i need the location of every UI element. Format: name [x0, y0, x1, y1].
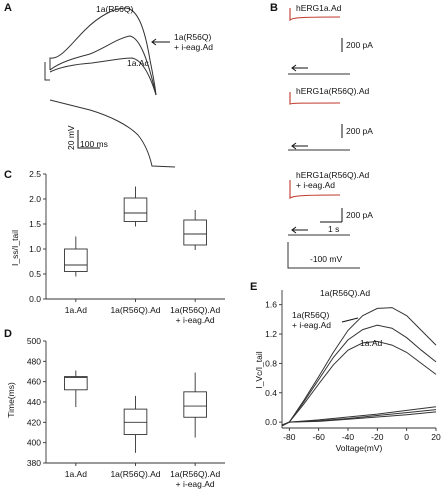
chart-e-xtick-label: -40 — [342, 432, 355, 442]
chart-c-xtick-label: 1a(R56Q).Ad — [110, 305, 160, 315]
panel-e-ylabel: I_Vc/I_tail — [254, 351, 264, 388]
chart-e-ytick-label: 1.6 — [265, 300, 277, 310]
panel-c: C I_ss/I_tail 0.0 0.5 1.0 1.5 2.0 2.5 1a.Ad 1a(… — [4, 169, 225, 325]
panel-b-trace-3-label: hERG1a(R56Q).Ad — [296, 170, 369, 180]
chart-e-xtick-label: 20 — [431, 432, 441, 442]
panel-b-voltage-label: -100 mV — [310, 254, 342, 264]
chart-e-ytick-label: 0.4 — [265, 388, 277, 398]
panel-a-letter: A — [4, 2, 12, 14]
chart-c-box — [183, 219, 207, 246]
chart-e-ytick-label: 0.0 — [265, 417, 277, 427]
chart-e-xtick-label: 0 — [404, 432, 409, 442]
chart-e-series-label: 1a.Ad — [360, 338, 382, 348]
panel-b-letter: B — [270, 2, 278, 14]
panel-a-step — [44, 62, 50, 81]
panel-b-arrow-3 — [291, 226, 308, 234]
panel-e-letter: E — [250, 281, 257, 293]
panel-c-ylabel: I_ss/I_tail — [10, 230, 20, 266]
panel-c-letter: C — [4, 169, 12, 181]
panel-c-chart: 0.0 0.5 1.0 1.5 2.0 2.5 1a.Ad 1a(R56Q).Ad 1a(R56… — [29, 169, 225, 325]
chart-c-xtick-label: 1a.Ad — [65, 305, 87, 315]
panel-d: D Time(ms) 380 400 420 440 460 480 500 1a.Ad 1a(… — [4, 328, 225, 489]
chart-c-box — [64, 248, 88, 272]
chart-c-ytick-label: 0.5 — [29, 269, 41, 279]
panel-d-ylabel: Time(ms) — [6, 382, 16, 418]
chart-e-series-label: 1a(R56Q) — [292, 310, 329, 320]
chart-e-xtick-label: -80 — [283, 432, 296, 442]
chart-e-series-line — [281, 307, 437, 427]
panel-a-label-r56q: 1a(R56Q) — [96, 4, 133, 14]
panel-b-trace-1-label: hERG1a.Ad — [296, 3, 342, 13]
panel-a: A 1a(R56Q) 1a(R56Q) + i-eag.Ad 1a.Ac 20 … — [4, 2, 213, 168]
panel-a-arrow — [151, 38, 170, 46]
chart-e-xtick-label: -20 — [371, 432, 384, 442]
panel-b-scale-2-text: 200 pA — [346, 126, 373, 136]
chart-e-ytick-label: 0.8 — [265, 358, 277, 368]
chart-d-box — [183, 391, 207, 418]
chart-e-xlabel: Voltage(mV) — [336, 443, 383, 453]
chart-e-series-line — [281, 409, 437, 426]
chart-c-ytick-label: 0.0 — [29, 294, 41, 304]
chart-e-series-label: + i-eag.Ad — [292, 320, 331, 330]
panel-a-scale-voltage: 20 mV — [66, 125, 76, 150]
chart-c-xtick-label: + i-eag.Ad — [176, 315, 215, 325]
chart-e-series-label: 1a(R56Q).Ad — [320, 288, 370, 298]
panel-a-label-1a: 1a.Ac — [127, 58, 149, 68]
chart-c-ytick-label: 2.5 — [29, 169, 41, 179]
panel-b-scale-1-text: 200 pA — [346, 40, 373, 50]
panel-b-arrow-2 — [291, 142, 308, 150]
panel-a-trace-r56q-ieag — [49, 35, 157, 96]
panel-d-chart: 380 400 420 440 460 480 500 1a.Ad 1a(R56Q).Ad 1a(… — [27, 336, 225, 489]
chart-e-label-pointer — [341, 317, 359, 323]
panel-b-trace-3 — [289, 180, 341, 200]
chart-d-box — [64, 376, 88, 391]
panel-b-time-scale: 1 s — [328, 224, 339, 234]
panel-d-letter: D — [4, 328, 12, 340]
chart-e-ytick-label: 1.2 — [265, 329, 277, 339]
chart-d-ytick-label: 440 — [27, 397, 41, 407]
chart-c-box — [123, 197, 148, 222]
chart-d-ytick-label: 400 — [27, 438, 41, 448]
panel-b-trace-2-label: hERG1a(R56Q).Ad — [296, 86, 369, 96]
chart-e-xtick-label: -60 — [313, 432, 326, 442]
panel-a-scale-time: 100 ms — [80, 139, 108, 149]
chart-c-ytick-label: 1.5 — [29, 219, 41, 229]
chart-d-ytick-label: 420 — [27, 417, 41, 427]
panel-b: B hERG1a.Ad 200 pA hERG1a(R56Q).Ad 200 p… — [270, 2, 373, 269]
chart-d-xtick-label: + i-eag.Ad — [176, 479, 215, 489]
panel-b-trace-3-label2: + i-eag.Ad — [296, 180, 335, 190]
chart-c-ytick-label: 2.0 — [29, 194, 41, 204]
chart-c-ytick-label: 1.0 — [29, 244, 41, 254]
chart-d-ytick-label: 460 — [27, 377, 41, 387]
chart-d-xtick-label: 1a(R56Q).Ad — [110, 469, 160, 479]
panel-b-scale-3-text: 200 pA — [346, 210, 373, 220]
panel-e: E I_Vc/I_tail 0.0 0.4 0.8 1.2 1.6 -80 -60 -40 -2… — [250, 281, 441, 453]
panel-b-arrow-1 — [291, 64, 308, 72]
panel-a-label-r56q-2: 1a(R56Q) — [174, 32, 211, 42]
panel-b-trace-2 — [289, 92, 341, 105]
chart-c-xtick-label: 1a(R56Q).Ad — [170, 305, 220, 315]
panel-e-chart: 0.0 0.4 0.8 1.2 1.6 -80 -60 -40 -20 0 20 Voltage(mV… — [265, 288, 441, 453]
panel-a-label-ieag: + i-eag.Ad — [174, 42, 213, 52]
chart-e-series-line — [281, 406, 437, 426]
chart-d-xtick-label: 1a(R56Q).Ad — [170, 469, 220, 479]
chart-d-ytick-label: 480 — [27, 356, 41, 366]
chart-d-xtick-label: 1a.Ad — [65, 469, 87, 479]
chart-e-series-line — [281, 324, 437, 427]
chart-d-box — [123, 408, 148, 435]
panel-a-trace-r56q — [49, 7, 157, 96]
panel-a-voltage-trace — [49, 99, 176, 168]
chart-d-ytick-label: 500 — [27, 336, 41, 346]
panel-b-voltage-protocol — [287, 242, 360, 269]
panel-a-trace-1a — [49, 57, 157, 96]
chart-e-series-line — [281, 411, 437, 426]
panel-a-scalebar — [77, 130, 100, 149]
chart-e-series-line — [281, 340, 437, 427]
panel-b-scale-3 — [320, 208, 343, 223]
chart-d-ytick-label: 380 — [27, 458, 41, 468]
panel-b-trace-1 — [289, 8, 341, 22]
